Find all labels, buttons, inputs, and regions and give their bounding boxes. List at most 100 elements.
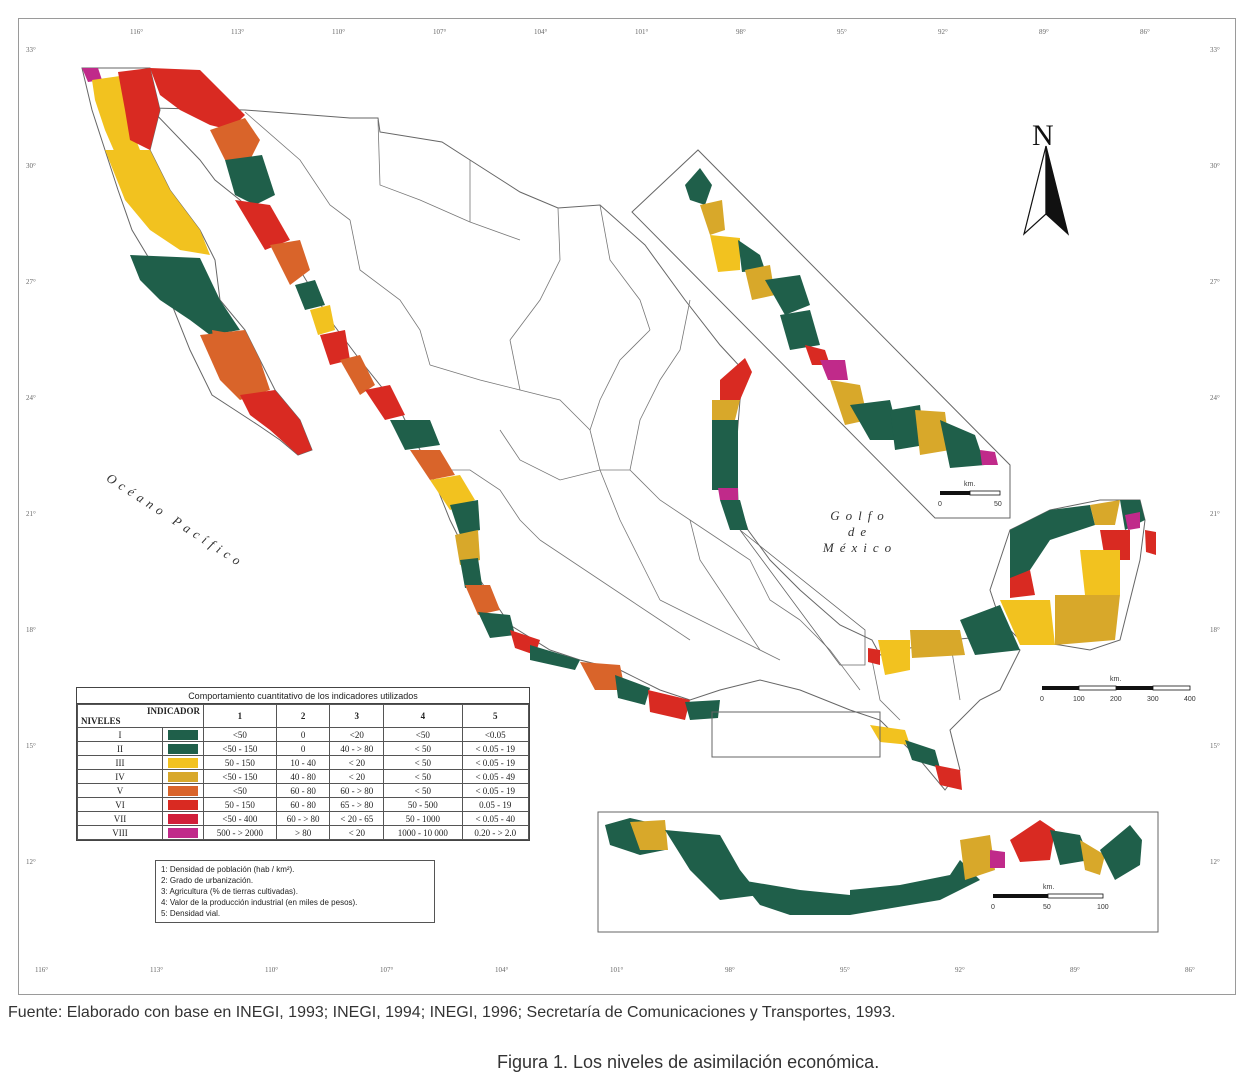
legend-swatch — [168, 799, 198, 810]
indicator-notes: 1: Densidad de población (hab / km²). 2:… — [155, 860, 435, 923]
coordinate-tick: 98° — [725, 966, 735, 974]
gulf-label-line3: México — [822, 540, 898, 555]
source-note: Fuente: Elaborado con base en INEGI, 199… — [8, 1004, 896, 1021]
legend-swatch-cell — [162, 755, 204, 770]
legend-swatch — [168, 729, 198, 740]
legend-swatch-cell — [162, 825, 204, 840]
legend-value: < 0.05 - 40 — [461, 811, 529, 826]
legend-value: > 80 — [275, 825, 331, 840]
legend-level: III — [77, 755, 163, 770]
legend-value: < 20 — [329, 755, 385, 770]
legend-value: < 0.05 - 19 — [461, 755, 529, 770]
map-canvas — [81, 67, 1159, 933]
legend-swatch-cell — [162, 769, 204, 784]
legend-value: <50 - 150 — [203, 769, 277, 784]
legend-value: 0.20 - > 2.0 — [461, 825, 529, 840]
legend-level: I — [77, 727, 163, 742]
state-borders — [244, 111, 1041, 721]
scale-inset-pacific-tick-100: 100 — [1097, 904, 1109, 911]
scale-inset-pacific-tick-50: 50 — [1043, 904, 1051, 911]
coordinate-tick: 24° — [1210, 394, 1220, 402]
legend-level: II — [77, 741, 163, 756]
coordinate-tick: 110° — [265, 966, 279, 974]
legend-value: < 0.05 - 19 — [461, 783, 529, 798]
coordinate-tick: 12° — [1210, 858, 1220, 866]
legend-value: 0 — [275, 727, 331, 742]
legend-value: 0.05 - 19 — [461, 797, 529, 812]
gulf-label-line1: Golfo — [830, 508, 890, 523]
legend-value: <0.05 — [461, 727, 529, 742]
legend-swatch-cell — [162, 727, 204, 742]
scale-bar-main: km. 0 100 200 300 400 — [1040, 676, 1196, 712]
coordinate-tick: 101° — [635, 28, 649, 36]
legend-col-header: 4 — [383, 704, 463, 728]
legend-value: <20 — [329, 727, 385, 742]
coordinate-tick: 107° — [380, 966, 394, 974]
baja-coastal-regions — [82, 68, 312, 455]
legend-row: II <50 - 150 0 40 - > 80 < 50 < 0.05 - 19 — [77, 741, 529, 756]
legend-grid: INDICADOR NIVELES 1 2 3 4 5 I <50 0 <20 <50 <… — [77, 704, 529, 840]
legend-value: < 50 — [383, 769, 463, 784]
legend-col-header: 5 — [461, 704, 529, 728]
note-item: 1: Densidad de población (hab / km²). — [161, 865, 295, 874]
legend-header-niveles: NIVELES — [81, 716, 121, 726]
inset-locator — [711, 711, 881, 758]
legend-value: 60 - 80 — [275, 783, 331, 798]
legend-table: Comportamiento cuantitativo de los indic… — [76, 687, 530, 841]
legend-swatch — [168, 827, 198, 838]
coordinate-tick: 18° — [26, 626, 36, 634]
scale-main-tick-100: 100 — [1073, 696, 1085, 703]
legend-level: VI — [77, 797, 163, 812]
coordinate-tick: 101° — [610, 966, 624, 974]
north-arrow-icon — [1022, 145, 1070, 236]
legend-value: 50 - 1000 — [383, 811, 463, 826]
scale-inset-gulf-tick-0: 0 — [938, 501, 942, 508]
legend-value: <50 - 150 — [203, 741, 277, 756]
coordinate-tick: 92° — [955, 966, 965, 974]
scale-bar-inset-pacific-graphic — [993, 893, 1104, 899]
scale-main-tick-400: 400 — [1184, 696, 1196, 703]
coordinate-tick: 12° — [26, 858, 36, 866]
legend-swatch — [168, 743, 198, 754]
scale-main-tick-200: 200 — [1110, 696, 1122, 703]
inset-pacific-regions — [605, 818, 1142, 915]
note-item: 5: Densidad vial. — [161, 909, 221, 918]
coordinate-tick: 113° — [231, 28, 245, 36]
legend-value: < 50 — [383, 755, 463, 770]
coordinate-tick: 104° — [534, 28, 548, 36]
legend-value: <50 — [203, 783, 277, 798]
gulf-label: Golfo de México — [810, 508, 910, 556]
coordinate-tick: 95° — [837, 28, 847, 36]
legend-swatch-cell — [162, 811, 204, 826]
coordinate-tick: 92° — [938, 28, 948, 36]
legend-value: 60 - > 80 — [275, 811, 331, 826]
scale-inset-pacific-tick-0: 0 — [991, 904, 995, 911]
legend-col-header: 2 — [275, 704, 331, 728]
legend-row: V <50 60 - 80 60 - > 80 < 50 < 0.05 - 19 — [77, 783, 529, 798]
legend-value: < 20 - 65 — [329, 811, 385, 826]
scale-inset-gulf-unit: km. — [964, 481, 976, 488]
legend-col-header: 1 — [203, 704, 277, 728]
legend-value: < 20 — [329, 769, 385, 784]
legend-swatch-cell — [162, 741, 204, 756]
coordinate-tick: 33° — [1210, 46, 1220, 54]
legend-swatch — [168, 813, 198, 824]
legend-swatch — [168, 785, 198, 796]
legend-level: VII — [77, 811, 163, 826]
legend-row: VIII 500 - > 2000 > 80 < 20 1000 - 10 000 0.2… — [77, 825, 529, 840]
coordinate-tick: 15° — [1210, 742, 1220, 750]
coordinate-tick: 27° — [1210, 278, 1220, 286]
gulf-label-line2: de — [847, 524, 873, 539]
note-item: 4: Valor de la producción industrial (en… — [161, 898, 358, 907]
scale-bar-main-graphic — [1042, 685, 1191, 691]
scale-inset-gulf-tick-50: 50 — [994, 501, 1002, 508]
coordinate-tick: 104° — [495, 966, 509, 974]
inset-gulf-regions — [685, 168, 998, 468]
coordinate-tick: 30° — [1210, 162, 1220, 170]
legend-header-indicador: INDICADOR — [146, 706, 200, 716]
legend-value: 50 - 150 — [203, 755, 277, 770]
coordinate-tick: 95° — [840, 966, 850, 974]
north-label: N — [1032, 119, 1054, 152]
legend-col-header: 3 — [329, 704, 385, 728]
legend-level: IV — [77, 769, 163, 784]
